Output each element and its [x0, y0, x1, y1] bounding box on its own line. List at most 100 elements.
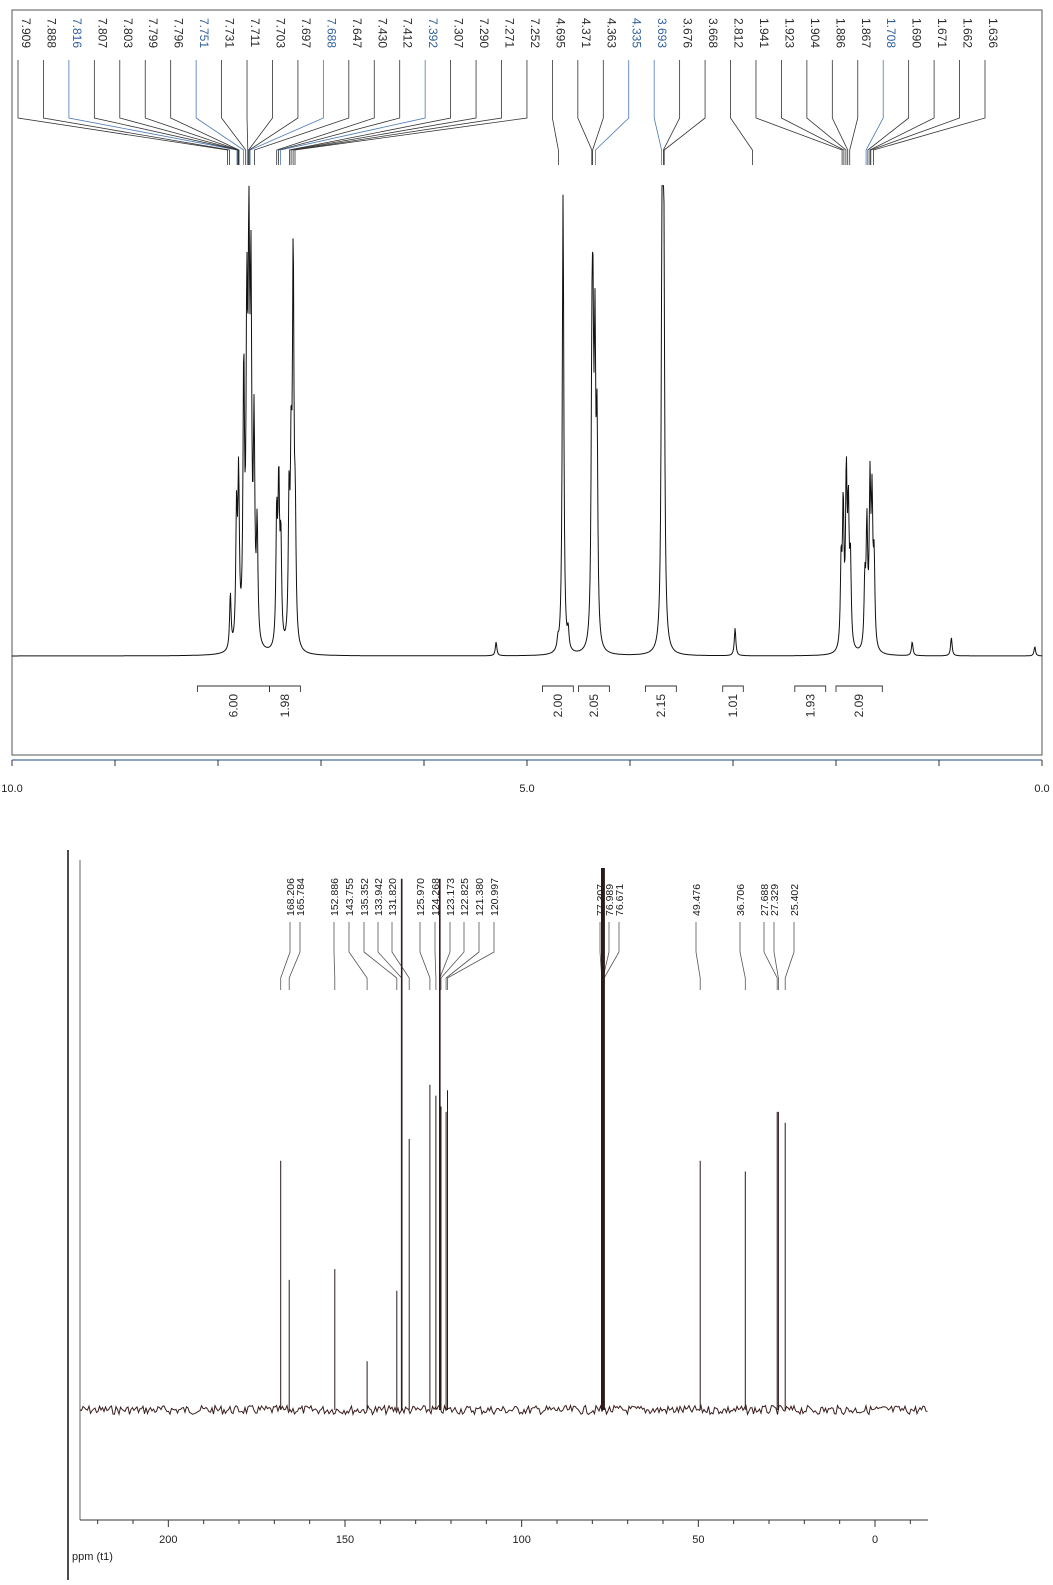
- proton-peak-leader: [294, 60, 528, 165]
- proton-peak-leader: [730, 60, 753, 165]
- carbon-peak-label: 131.820: [387, 878, 399, 916]
- proton-peak-label: 1.662: [961, 18, 975, 48]
- proton-peak-label: 1.904: [808, 18, 822, 48]
- carbon-peak-leader: [773, 922, 779, 990]
- carbon-peak-leader: [695, 922, 701, 990]
- carbon-peak-leader: [447, 922, 495, 990]
- carbon-peak-leader: [599, 922, 603, 990]
- proton-peak-label: 1.867: [859, 18, 873, 48]
- carbon-tick-label: 100: [512, 1534, 530, 1546]
- proton-peak-label: 7.697: [299, 18, 313, 48]
- proton-integral-bracket: [645, 685, 677, 692]
- proton-peak-label: 3.693: [655, 18, 669, 48]
- proton-peak-label: 2.812: [732, 18, 746, 48]
- carbon-peak-label: 168.206: [285, 878, 297, 916]
- proton-peak-label: 7.392: [426, 18, 440, 48]
- proton-peak-label: 7.799: [146, 18, 160, 48]
- proton-peak-label: 3.668: [706, 18, 720, 48]
- proton-peak-leader: [195, 60, 244, 165]
- carbon-peak-leader: [739, 922, 746, 990]
- carbon-tick-label: 200: [159, 1534, 177, 1546]
- proton-nmr-spectrum: 7.909 7.888 7.816 7.807 7.803 7.799 7.796 7.751…: [1, 9, 1050, 795]
- proton-peak-label: 7.647: [350, 18, 364, 48]
- proton-integral-value: 2.05: [587, 694, 601, 718]
- carbon-peak-leaders: [280, 922, 795, 990]
- proton-peak-label: 4.695: [553, 18, 567, 48]
- carbon-peak-lines: [280, 868, 786, 1410]
- proton-peak-leader: [289, 60, 452, 165]
- proton-peak-leader: [249, 60, 324, 165]
- proton-integral-bracket: [578, 685, 610, 692]
- proton-peak-label: 7.731: [223, 18, 237, 48]
- proton-peak-label: 7.807: [95, 18, 109, 48]
- proton-tick-label: 0.0: [1034, 783, 1049, 795]
- proton-peak-leader: [551, 60, 559, 165]
- carbon-peak-label: 165.784: [295, 878, 307, 916]
- proton-peak-label: 7.909: [19, 18, 33, 48]
- proton-peak-label: 7.751: [197, 18, 211, 48]
- proton-peak-label: 7.888: [44, 18, 58, 48]
- carbon-peak-label: 152.886: [329, 878, 341, 916]
- proton-peak-label: 7.803: [121, 18, 135, 48]
- carbon-peak-leader: [602, 922, 610, 990]
- proton-peak-label: 7.430: [375, 18, 389, 48]
- proton-peak-label: 7.703: [273, 18, 287, 48]
- proton-integral-bracket: [542, 685, 574, 692]
- proton-integral-value: 2.15: [654, 694, 668, 718]
- proton-peak-leader: [781, 60, 845, 165]
- proton-integral-value: 6.00: [226, 694, 240, 718]
- proton-peak-label: 7.290: [477, 18, 491, 48]
- proton-tick-label: 10.0: [1, 783, 22, 795]
- proton-peak-leader: [849, 60, 859, 165]
- proton-peak-label: 1.886: [833, 18, 847, 48]
- proton-peak-label: 7.252: [528, 18, 542, 48]
- proton-peak-label: 7.711: [248, 18, 262, 47]
- carbon-peak-label: 25.402: [789, 884, 801, 916]
- proton-plot-frame: [11, 9, 1043, 756]
- carbon-peak-leader: [333, 922, 336, 990]
- proton-peak-leader: [248, 60, 273, 165]
- carbon-peak-leader: [434, 922, 437, 990]
- carbon-peak-label: 135.352: [359, 878, 371, 916]
- carbon-peak-leader: [419, 922, 431, 990]
- carbon-peak-label: 49.476: [691, 884, 703, 916]
- proton-peak-label: 1.941: [757, 18, 771, 48]
- carbon-peak-leader: [440, 922, 465, 990]
- proton-peak-label: 1.708: [884, 18, 898, 48]
- proton-peak-leader: [592, 60, 604, 165]
- proton-peak-label: 4.363: [604, 18, 618, 48]
- proton-integral-value: 2.00: [551, 694, 565, 718]
- proton-peak-label: 4.371: [579, 18, 593, 48]
- carbon-peak-label: 125.970: [415, 878, 427, 916]
- carbon-tick-label: 150: [336, 1534, 354, 1546]
- carbon-peak-leader: [445, 922, 480, 990]
- proton-peak-leader: [869, 60, 935, 165]
- proton-peak-leader: [867, 60, 910, 165]
- proton-peak-leader: [663, 60, 706, 165]
- proton-peak-leader: [254, 60, 350, 165]
- carbon-peak-leader: [377, 922, 403, 990]
- carbon-tick-label: 0: [872, 1534, 878, 1546]
- proton-peak-leader: [246, 60, 249, 165]
- carbon-peak-leader: [603, 922, 620, 990]
- proton-peak-label: 7.688: [324, 18, 338, 48]
- proton-tick-label: 5.0: [519, 783, 534, 795]
- carbon-peak-leader: [391, 922, 410, 990]
- proton-peak-leader: [43, 60, 230, 165]
- proton-peak-leader: [831, 60, 849, 165]
- proton-integral-value: 1.01: [726, 694, 740, 718]
- proton-integral-bracket: [794, 685, 827, 692]
- carbon-peak-leader: [288, 922, 301, 990]
- proton-peak-label: 3.676: [681, 18, 695, 48]
- proton-peak-leader: [595, 60, 630, 165]
- proton-peak-leader: [290, 60, 477, 165]
- proton-integral-value: 1.98: [278, 694, 292, 718]
- proton-peak-leader: [68, 60, 238, 165]
- proton-peak-label: 7.796: [172, 18, 186, 48]
- proton-peak-label: 7.271: [503, 18, 517, 48]
- carbon-peak-leader: [280, 922, 291, 990]
- carbon-x-axis-label: ppm (t1): [72, 1551, 113, 1563]
- carbon-peak-label: 143.755: [344, 878, 356, 916]
- proton-peak-leader: [755, 60, 843, 165]
